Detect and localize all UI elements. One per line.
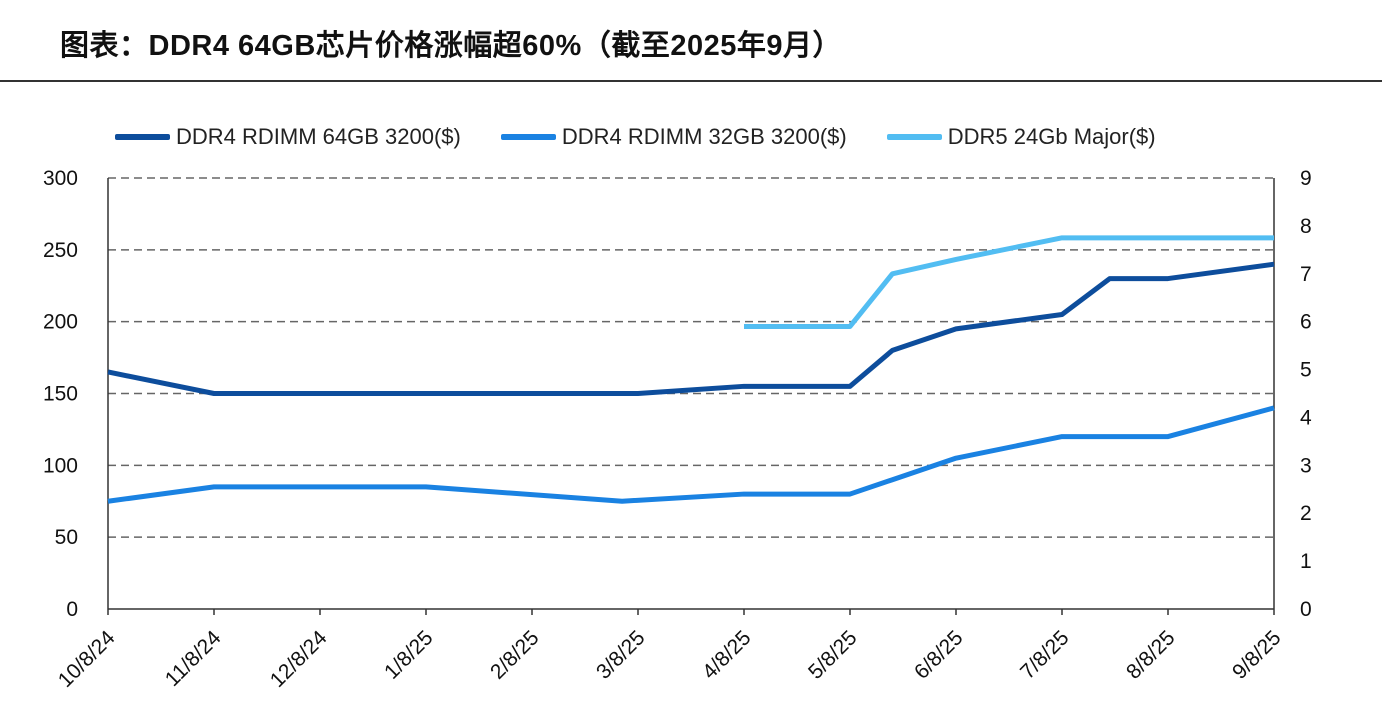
y-right-tick-label: 6	[1300, 311, 1312, 334]
series-line	[107, 405, 1275, 504]
legend-swatch	[115, 134, 170, 140]
x-tick-label: 3/8/25	[592, 626, 650, 684]
x-tick-label: 4/8/25	[698, 626, 756, 684]
y-left-tick-label: 50	[55, 526, 78, 549]
legend-label: DDR5 24Gb Major($)	[947, 124, 1156, 149]
y-left-tick-label: 100	[43, 454, 78, 477]
legend-swatch	[500, 134, 556, 140]
legend: DDR4 RDIMM 64GB 3200($) DDR4 RDIMM 32GB …	[115, 124, 1156, 150]
x-tick-label: 5/8/25	[804, 626, 862, 684]
legend-swatch	[886, 134, 942, 140]
x-tick-label: 6/8/25	[910, 626, 968, 684]
x-tick-label: 7/8/25	[1016, 626, 1074, 684]
x-tick-label: 2/8/25	[486, 626, 544, 684]
y-right-tick-label: 1	[1300, 550, 1312, 573]
y-right-tick-label: 8	[1300, 215, 1312, 238]
y-right-tick-label: 2	[1300, 502, 1312, 525]
x-tick-label: 9/8/25	[1228, 626, 1286, 684]
y-right-tick-label: 0	[1300, 598, 1312, 621]
legend-item: DDR5 24Gb Major($)	[886, 124, 1156, 150]
title-divider	[0, 80, 1382, 82]
x-tick-label: 11/8/24	[161, 626, 226, 691]
y-left-tick-label: 200	[43, 311, 78, 334]
y-left-tick-label: 300	[43, 167, 78, 190]
y-right-tick-label: 9	[1300, 167, 1312, 190]
series-line	[744, 235, 1274, 329]
y-left-tick-label: 150	[43, 383, 78, 406]
legend-label: DDR4 RDIMM 32GB 3200($)	[561, 124, 847, 149]
series-line	[107, 261, 1275, 396]
x-tick-label: 10/8/24	[54, 626, 120, 692]
y-right-tick-label: 5	[1300, 359, 1312, 382]
x-tick-label: 1/8/25	[380, 626, 438, 684]
y-right-tick-label: 4	[1300, 406, 1312, 429]
x-tick-label: 12/8/24	[266, 626, 332, 692]
x-tick-label: 8/8/25	[1122, 626, 1180, 684]
chart-title: 图表：DDR4 64GB芯片价格涨幅超60%（截至2025年9月）	[60, 30, 842, 62]
y-left-tick-label: 0	[66, 598, 78, 621]
y-left-tick-label: 250	[43, 239, 78, 262]
legend-item: DDR4 RDIMM 64GB 3200($)	[115, 124, 461, 150]
y-right-tick-label: 7	[1300, 263, 1312, 286]
y-right-tick-label: 3	[1300, 454, 1312, 477]
legend-item: DDR4 RDIMM 32GB 3200($)	[500, 124, 847, 150]
legend-label: DDR4 RDIMM 64GB 3200($)	[176, 124, 461, 149]
